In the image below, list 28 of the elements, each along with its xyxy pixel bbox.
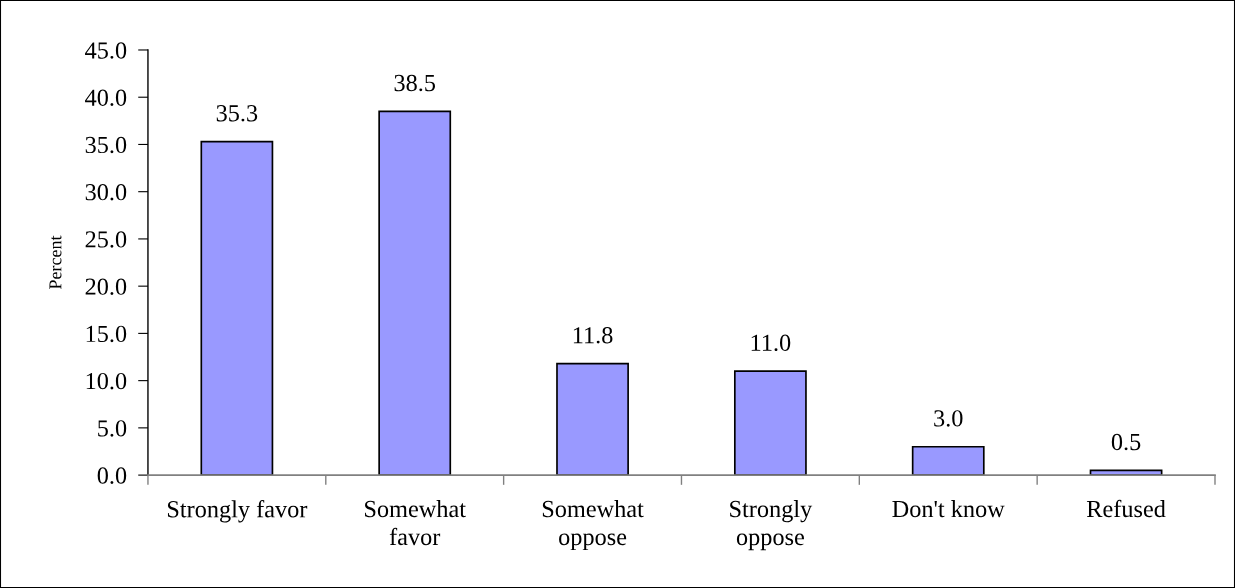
y-tick-label: 0.0	[97, 467, 127, 484]
y-tick-label: 10.0	[86, 372, 127, 390]
data-label: 0.5	[1111, 433, 1141, 451]
data-label: 35.3	[216, 105, 258, 122]
x-tick-label: Strongly oppose	[730, 500, 813, 551]
bar	[733, 370, 807, 476]
x-tick-label: Somewhat oppose	[542, 500, 644, 551]
x-tick-label: Strongly favor	[167, 500, 308, 523]
y-tick-label: 5.0	[98, 420, 127, 437]
x-tick-label: Don't know	[892, 500, 1005, 518]
bar	[556, 362, 629, 476]
y-tick-label: 45.0	[85, 42, 127, 59]
x-tick-label: Refused	[1086, 499, 1166, 518]
bar	[200, 140, 274, 476]
y-tick-label: 40.0	[85, 89, 127, 106]
x-tick-label: Somewhat favor	[365, 500, 466, 546]
y-tick-label: 25.0	[85, 231, 127, 248]
data-label: 38.5	[394, 74, 436, 92]
data-label: 3.0	[934, 410, 963, 427]
y-axis-title: Percent	[49, 235, 62, 290]
data-label: 11.0	[751, 334, 791, 352]
bar	[911, 445, 985, 476]
y-tick-label: 15.0	[86, 325, 127, 343]
y-tick-label: 35.0	[85, 136, 127, 154]
y-tick-label: 20.0	[85, 278, 127, 295]
data-label: 11.8	[573, 327, 613, 344]
bar	[378, 110, 452, 476]
y-tick-label: 30.0	[85, 183, 127, 201]
